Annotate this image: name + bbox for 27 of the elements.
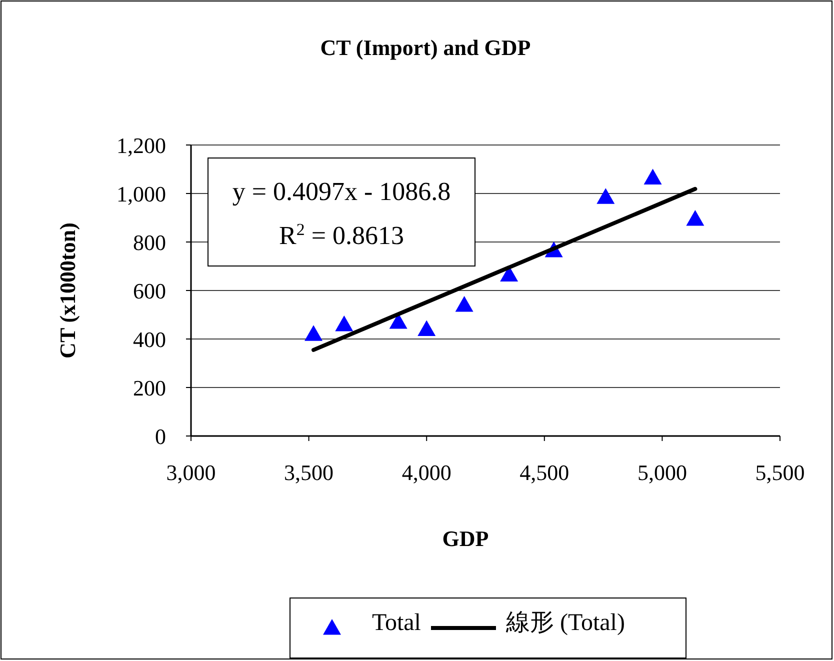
x-tick-label: 3,500: [284, 460, 334, 485]
point: [644, 168, 662, 184]
point: [596, 188, 615, 204]
annotation: R$^{2}$ = 0.8613: [279, 220, 404, 250]
legend-label: 線形 (Total): [504, 610, 625, 636]
x-tick-label: 4,500: [520, 460, 570, 485]
y-tick-label: 0: [155, 424, 166, 449]
legend-label: Total: [372, 610, 422, 636]
point: [418, 320, 436, 336]
point: [335, 315, 354, 332]
y-tick-label: 800: [133, 230, 166, 255]
x-tick-label: 5,000: [637, 460, 687, 485]
x-tick-label: 3,000: [166, 460, 216, 485]
point: [686, 210, 704, 226]
point: [304, 325, 323, 341]
annotation: y = 0.4097x - 1086.8: [232, 177, 451, 206]
y-tick-label: 1,200: [116, 133, 166, 158]
y-axis-title: CT (x1000ton): [55, 222, 80, 358]
x-tick-label: 4,000: [402, 460, 452, 485]
y-tick-label: 400: [133, 327, 166, 352]
y-tick-label: 1,000: [116, 182, 166, 206]
x-axis-title: GDP: [442, 526, 489, 551]
y-tick-label: 600: [133, 278, 166, 304]
point: [455, 296, 474, 312]
x-tick-label: 5,500: [755, 460, 805, 485]
y-tick-label: 200: [133, 376, 166, 400]
chart-title: CT (Import) and GDP: [320, 35, 531, 60]
